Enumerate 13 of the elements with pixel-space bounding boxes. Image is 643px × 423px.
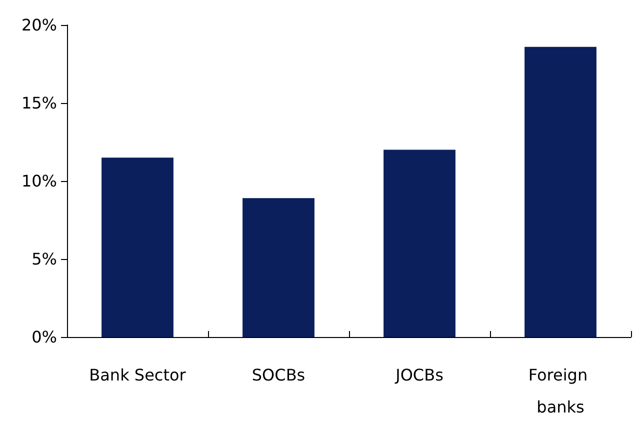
x-tick-label: JOCBs [394,366,444,384]
y-tick-label: 15% [21,94,57,112]
y-tick-label: 5% [32,250,57,268]
y-tick-label: 0% [32,328,57,346]
bar [102,158,174,337]
x-tick-label: Bank Sector [89,366,186,384]
bar [384,150,456,337]
y-tick-label: 10% [21,172,57,190]
x-tick-label: Foreign banks [528,366,593,416]
bar [524,46,596,337]
x-tick-label: SOCBs [252,366,306,384]
bar [242,198,314,337]
y-tick-label: 20% [21,16,57,34]
